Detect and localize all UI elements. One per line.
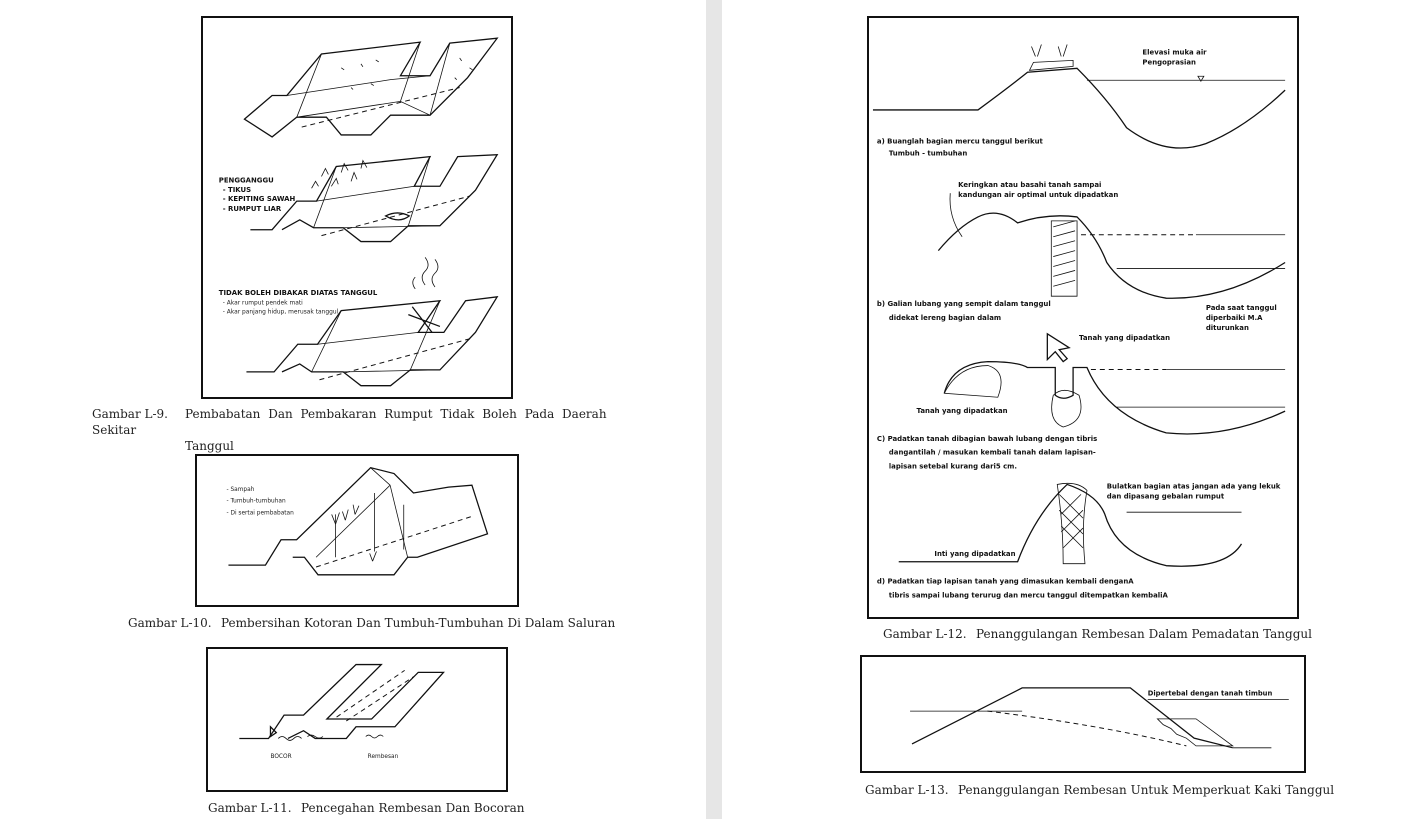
l9-middle-channel: PENGGANGGU - TIKUS - KEPITING SAWAH - RU… (219, 153, 499, 243)
figure-l10-caption: Gambar L-10. Pembersihan Kotoran Dan Tumb… (128, 615, 648, 631)
l12-step-d-2: tibris sampai lubang terurug dan mercu t… (889, 591, 1169, 599)
figure-l13-caption-number: Gambar L-13. (865, 783, 949, 797)
l12-elevasi-2: Pengoprasian (1142, 58, 1196, 66)
l12-elevasi-1: Elevasi muka air (1142, 48, 1207, 56)
l12-panel-b: Keringkan atau basahi tanah sampai kandu… (877, 181, 1286, 332)
l9-burn-title: TIDAK BOLEH DIBAKAR DIATAS TANGGUL (219, 289, 378, 297)
l12-keringkan-1: Keringkan atau basahi tanah sampai (958, 181, 1101, 189)
document-page-left: PENGGANGGU - TIKUS - KEPITING SAWAH - RU… (0, 0, 706, 819)
figure-l10-drawing: - Sampah - Tumbuh-tumbuhan - Di sertai p… (195, 454, 519, 607)
l9-burn-item-1: - Akar rumput pendek mati (223, 301, 303, 307)
figure-l9-svg: PENGGANGGU - TIKUS - KEPITING SAWAH - RU… (219, 37, 499, 387)
l12-pada-saat-2: diperbaiki M.A (1206, 314, 1263, 322)
figure-l9-caption-text-2: Tanggul (185, 439, 234, 453)
l11-label-bocor: BOCOR (270, 754, 291, 760)
figure-l12-caption: Gambar L-12. Penanggulangan Rembesan Dala… (883, 626, 1383, 642)
figure-l12-caption-text: Penanggulangan Rembesan Dalam Pemadatan … (976, 627, 1312, 641)
l12-inti: Inti yang dipadatkan (934, 550, 1015, 558)
document-page-right: Elevasi muka air Pengoprasian a) Buangla… (722, 0, 1424, 819)
l12-step-b-1: b) Galian lubang yang sempit dalam tangg… (877, 300, 1051, 308)
l12-step-c-2: dangantilah / masukan kembali tanah dala… (889, 449, 1096, 457)
figure-l13-caption: Gambar L-13. Penanggulangan Rembesan Untu… (865, 782, 1405, 798)
figure-l12-caption-number: Gambar L-12. (883, 627, 967, 641)
l12-step-a-2: Tumbuh - tumbuhan (889, 150, 968, 158)
l10-item-3: - Di sertai pembabatan (227, 510, 295, 516)
l12-tanah-dipadatkan-top: Tanah yang dipadatkan (1079, 334, 1170, 342)
figure-l9-caption: Gambar L-9. Pembabatan Dan Pembakaran Rum… (92, 406, 622, 454)
figure-l10-svg: - Sampah - Tumbuh-tumbuhan - Di sertai p… (227, 466, 489, 576)
l12-step-a-1: a) Buanglah bagian mercu tanggul berikut (877, 138, 1044, 146)
figure-l11-caption-number: Gambar L-11. (208, 801, 292, 815)
figure-l10-caption-text: Pembersihan Kotoran Dan Tumbuh-Tumbuhan … (221, 616, 616, 630)
l12-bulatkan-2: dan dipasang gebalan rumput (1107, 492, 1225, 500)
figure-l11-drawing: BOCOR Rembesan (206, 647, 508, 792)
figure-l9-caption-number: Gambar L-9. (92, 407, 168, 421)
l12-keringkan-2: kandungan air optimal untuk dipadatkan (958, 191, 1118, 199)
l9-burn-item-2: - Akar panjang hidup, merusak tanggul (223, 310, 339, 316)
l12-pada-saat-3: diturunkan (1206, 324, 1249, 332)
l9-pest-3: - RUMPUT LIAR (223, 205, 282, 213)
l12-step-c-1: C) Padatkan tanah dibagian bawah lubang … (877, 435, 1097, 443)
l9-pest-title: PENGGANGGU (219, 176, 274, 184)
figure-l12-svg: Elevasi muka air Pengoprasian a) Buangla… (872, 44, 1286, 599)
figure-l13-caption-text: Penanggulangan Rembesan Untuk Memperkuat… (958, 783, 1335, 797)
l10-item-2: - Tumbuh-tumbuhan (227, 499, 287, 505)
page-gutter (706, 0, 722, 819)
l9-bottom-channel: TIDAK BOLEH DIBAKAR DIATAS TANGGUL - Aka… (219, 257, 499, 387)
l9-pest-1: - TIKUS (223, 186, 251, 194)
figure-l12-drawing: Elevasi muka air Pengoprasian a) Buangla… (867, 16, 1299, 619)
l12-panel-c: Tanah yang dipadatkan Tanah yang dipadat… (877, 332, 1286, 471)
l12-bulatkan-1: Bulatkan bagian atas jangan ada yang lek… (1107, 482, 1281, 490)
l12-pada-saat-1: Pada saat tanggul (1206, 304, 1277, 312)
l12-step-b-2: didekat lereng bagian dalam (889, 314, 1001, 322)
l9-pest-2: - KEPITING SAWAH (223, 195, 296, 203)
l11-label-rembesan: Rembesan (368, 754, 399, 760)
figure-l13-svg: Dipertebal dengan tanah timbun (910, 687, 1289, 749)
l13-label: Dipertebal dengan tanah timbun (1148, 690, 1273, 698)
figure-l10-caption-number: Gambar L-10. (128, 616, 212, 630)
figure-l9-caption-text: Pembabatan Dan Pembakaran Rumput Tidak B… (92, 407, 607, 437)
l10-item-1: - Sampah (227, 487, 255, 493)
figure-l9-drawing: PENGGANGGU - TIKUS - KEPITING SAWAH - RU… (201, 16, 513, 399)
l12-step-c-3: lapisan setebal kurang dari5 cm. (889, 463, 1017, 471)
figure-l13-drawing: Dipertebal dengan tanah timbun (860, 655, 1306, 773)
l12-step-d-1: d) Padatkan tiap lapisan tanah yang dima… (877, 578, 1134, 586)
figure-l11-svg: BOCOR Rembesan (239, 663, 445, 760)
l12-panel-d: Bulatkan bagian atas jangan ada yang lek… (877, 482, 1281, 599)
l12-panel-a: Elevasi muka air Pengoprasian a) Buangla… (872, 44, 1286, 158)
l12-tanah-dipadatkan-left: Tanah yang dipadatkan (917, 407, 1008, 415)
l9-top-channel (243, 37, 499, 138)
figure-l11-caption: Gambar L-11. Pencegahan Rembesan Dan Boco… (208, 800, 608, 816)
figure-l11-caption-text: Pencegahan Rembesan Dan Bocoran (301, 801, 525, 815)
